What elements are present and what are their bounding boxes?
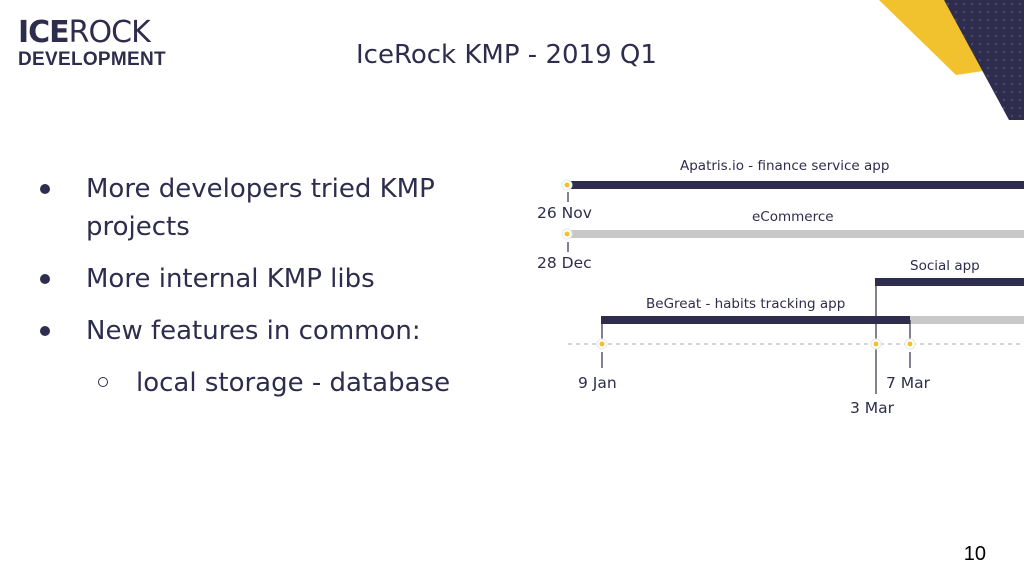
bullet-item: New features in common:: [38, 312, 450, 350]
date-label: 26 Nov: [537, 204, 592, 222]
bullet-list: More developers tried KMP projects More …: [38, 170, 450, 416]
date-label: 9 Jan: [578, 374, 617, 392]
company-logo: ICEROCK DEVELOPMENT: [18, 15, 166, 70]
hollow-bullet-icon: [98, 377, 108, 387]
logo-light-text: ROCK: [68, 15, 151, 50]
project-label-ecommerce: eCommerce: [752, 209, 834, 225]
project-bar-begreat-after: [910, 316, 1024, 324]
page-number: 10: [963, 543, 986, 565]
bullet-text: local storage - database: [136, 368, 451, 398]
project-bar-social: [875, 278, 1024, 286]
sub-bullet-item: local storage - database: [38, 364, 450, 402]
bullet-text: More internal KMP libs: [86, 264, 375, 294]
project-label-social: Social app: [910, 258, 980, 274]
project-label-begreat: BeGreat - habits tracking app: [646, 296, 845, 312]
project-bar-ecommerce: [568, 230, 1024, 238]
bullet-dot-icon: [40, 274, 50, 284]
project-label-apatris: Apatris.io - finance service app: [680, 158, 889, 174]
milestone-dot: [564, 231, 570, 237]
bullet-text: More developers tried KMP projects: [86, 174, 435, 242]
bullet-dot-icon: [40, 184, 50, 194]
project-bar-begreat: [601, 316, 910, 324]
milestone-dot: [599, 341, 605, 347]
date-label: 3 Mar: [850, 399, 895, 417]
bullet-item: More developers tried KMP projects: [38, 170, 446, 246]
milestone-dot: [907, 341, 913, 347]
project-bar-apatris: [568, 181, 1024, 189]
corner-decoration: [879, 0, 1024, 120]
logo-bold-text: ICE: [18, 15, 70, 50]
bullet-item: More internal KMP libs: [38, 260, 450, 298]
bullet-text: New features in common:: [86, 316, 421, 346]
slide-title: IceRock KMP - 2019 Q1: [356, 40, 657, 70]
milestone-dot: [564, 182, 570, 188]
logo-subtitle: DEVELOPMENT: [18, 49, 166, 70]
bullet-dot-icon: [40, 326, 50, 336]
date-label: 7 Mar: [886, 374, 931, 392]
milestone-dot: [873, 341, 879, 347]
date-label: 28 Dec: [537, 254, 592, 272]
